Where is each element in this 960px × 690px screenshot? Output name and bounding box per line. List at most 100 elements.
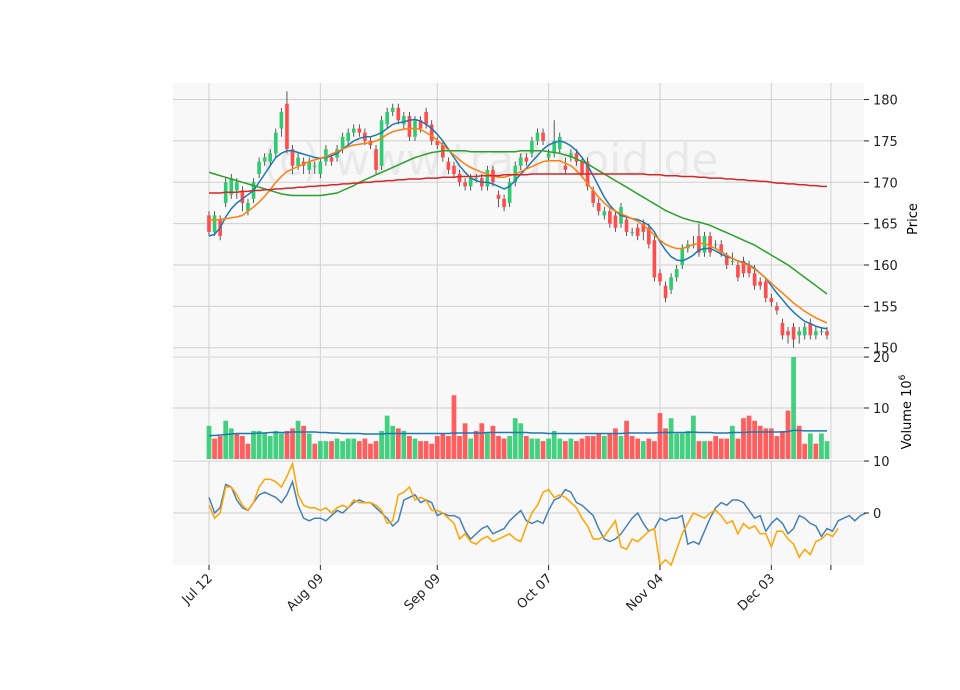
volume-bar	[362, 438, 368, 459]
volume-bar	[546, 438, 551, 459]
candle-body	[351, 128, 356, 133]
candle-body	[730, 260, 735, 262]
x-tick-label: Dec 03	[735, 571, 778, 614]
volume-bar	[691, 415, 696, 459]
price-tick-label: 165	[873, 218, 898, 233]
candle-body	[418, 120, 423, 129]
candle-body	[808, 322, 813, 336]
volume-bar	[373, 441, 379, 459]
volume-bar	[284, 430, 290, 459]
volume-bar	[685, 430, 691, 459]
candle-body	[724, 256, 729, 265]
volume-bar	[724, 438, 730, 459]
x-tick-label: Sep 09	[402, 571, 445, 614]
volume-bar	[273, 430, 279, 459]
candle-body	[318, 161, 323, 174]
oscillator-line	[208, 479, 867, 546]
volume-bar	[217, 436, 223, 459]
candle-body	[496, 194, 501, 199]
candle-body	[530, 140, 534, 154]
candle-body	[463, 182, 467, 187]
candle-body	[669, 277, 673, 290]
candle-body	[635, 227, 640, 237]
volume-bar	[618, 436, 624, 459]
oscillator-panel	[208, 461, 867, 567]
watermark: (c) www.tradinoid.de	[262, 135, 719, 186]
volume-bar	[323, 441, 329, 459]
volume-bar	[613, 428, 618, 459]
candle-body	[485, 169, 490, 187]
candle-body	[708, 236, 712, 253]
oscillator-tick-label: 0	[873, 507, 881, 522]
volume-bar	[401, 430, 407, 459]
candle-body	[613, 215, 618, 228]
candle-body	[647, 227, 651, 245]
volume-bar	[423, 441, 429, 459]
candle-body	[435, 140, 440, 146]
candle-body	[235, 182, 239, 191]
candle-body	[652, 240, 657, 278]
volume-bar	[807, 433, 813, 459]
price-tick-label: 170	[873, 176, 898, 191]
candle-body	[396, 107, 401, 121]
volume-bar	[507, 436, 513, 459]
volume-bar	[295, 420, 301, 459]
candle-body	[390, 107, 395, 112]
volume-bar	[407, 436, 412, 459]
volume-bar	[501, 438, 507, 459]
candle-body	[290, 149, 295, 166]
candle-body	[279, 111, 284, 129]
price-tick-label: 155	[873, 300, 898, 315]
candle-body	[780, 322, 785, 336]
volume-bar	[746, 415, 752, 459]
volume-bar	[429, 443, 435, 459]
volume-bar	[702, 441, 707, 459]
volume-bar	[574, 441, 579, 459]
volume-bar	[479, 423, 485, 459]
candle-body	[452, 165, 456, 174]
volume-bar	[345, 438, 351, 459]
candle-body	[819, 331, 824, 333]
volume-bar	[267, 436, 273, 459]
candle-body	[535, 132, 540, 141]
volume-axis-label-text: Volume 10	[900, 380, 915, 449]
volume-bar	[590, 436, 596, 459]
candle-body	[641, 223, 646, 232]
volume-bar	[551, 430, 557, 459]
volume-bar	[212, 438, 217, 459]
candle-body	[207, 215, 211, 232]
volume-bar	[228, 428, 234, 459]
candle-body	[229, 178, 234, 195]
candle-body	[825, 331, 829, 336]
volume-bar	[279, 433, 284, 459]
candle-body	[697, 236, 701, 253]
volume-bar	[579, 438, 585, 459]
volume-axis-label: Volume 106	[898, 374, 915, 449]
candle-body	[786, 331, 790, 336]
volume-bar	[234, 433, 240, 459]
candle-body	[429, 124, 434, 141]
candle-body	[791, 327, 796, 340]
candle-body	[474, 178, 479, 180]
volume-bar	[785, 410, 791, 459]
moving-average-line	[208, 127, 828, 324]
candle-body	[502, 198, 506, 208]
volume-bar	[356, 441, 362, 459]
candle-body	[802, 327, 807, 336]
candle-body	[602, 211, 607, 216]
candle-body	[402, 116, 406, 125]
volume-bar	[301, 425, 307, 459]
candle-body	[557, 136, 562, 150]
moving-average-line	[209, 173, 827, 194]
candle-body	[758, 281, 762, 286]
candle-body	[507, 182, 512, 203]
volume-bar	[640, 441, 646, 459]
candle-body	[329, 157, 334, 162]
candle-body	[596, 202, 601, 212]
volume-bar	[646, 438, 652, 459]
volume-bar	[523, 436, 529, 459]
volume-bar	[819, 433, 824, 459]
volume-bar	[457, 436, 462, 459]
volume-bar	[395, 428, 401, 459]
volume-bar	[440, 433, 446, 459]
